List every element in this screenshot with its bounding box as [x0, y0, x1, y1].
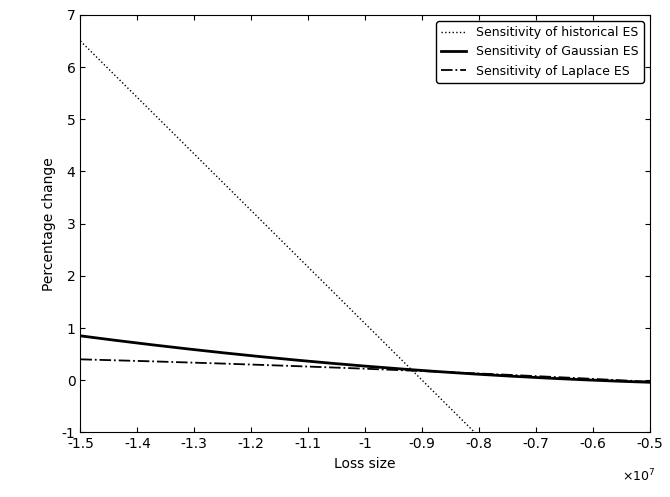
- Sensitivity of Laplace ES: [525, 373, 533, 379]
- Y-axis label: Percentage change: Percentage change: [42, 157, 56, 291]
- Sensitivity of Laplace ES: [105, 357, 113, 363]
- Sensitivity of Laplace ES: [353, 365, 361, 371]
- Line: Sensitivity of Gaussian ES: Sensitivity of Gaussian ES: [80, 336, 650, 382]
- Sensitivity of Gaussian ES: [629, 379, 637, 385]
- Sensitivity of Gaussian ES: [338, 361, 346, 367]
- Sensitivity of historical ES: [525, 483, 533, 489]
- Sensitivity of historical ES: [105, 67, 113, 73]
- Sensitivity of Gaussian ES: [105, 336, 113, 342]
- Sensitivity of Laplace ES: [629, 378, 637, 384]
- Sensitivity of Laplace ES: [338, 365, 346, 371]
- Sensitivity of Gaussian ES: [525, 374, 533, 380]
- Sensitivity of Gaussian ES: [76, 333, 84, 339]
- Line: Sensitivity of historical ES: Sensitivity of historical ES: [80, 41, 650, 497]
- Sensitivity of Laplace ES: [629, 378, 637, 384]
- Sensitivity of historical ES: [353, 313, 361, 319]
- Line: Sensitivity of Laplace ES: Sensitivity of Laplace ES: [80, 359, 650, 382]
- Sensitivity of historical ES: [338, 298, 346, 304]
- Sensitivity of Gaussian ES: [629, 379, 637, 385]
- Sensitivity of Gaussian ES: [353, 362, 361, 368]
- Text: $\times\mathregular{10}^{\mathregular{7}}$: $\times\mathregular{10}^{\mathregular{7}…: [622, 468, 655, 485]
- Sensitivity of Laplace ES: [76, 356, 84, 362]
- Sensitivity of historical ES: [76, 38, 84, 44]
- X-axis label: Loss size: Loss size: [334, 457, 396, 471]
- Sensitivity of Gaussian ES: [646, 379, 654, 385]
- Legend: Sensitivity of historical ES, Sensitivity of Gaussian ES, Sensitivity of Laplace: Sensitivity of historical ES, Sensitivit…: [436, 21, 644, 83]
- Sensitivity of Laplace ES: [646, 379, 654, 385]
